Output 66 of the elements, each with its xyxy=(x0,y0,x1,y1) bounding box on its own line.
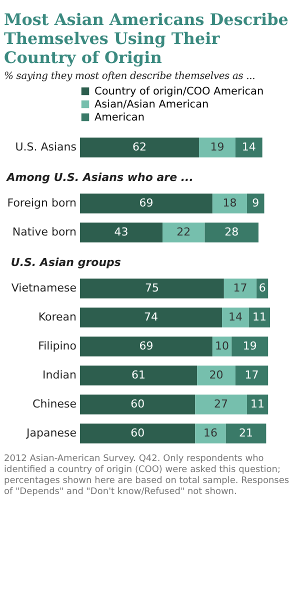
data-label: 19 xyxy=(210,140,224,154)
data-label: 69 xyxy=(139,196,154,210)
y-tick-label: Vietnamese xyxy=(11,282,77,294)
text: 2012 Asian-American Survey. Q42. Only respondents who identified a country of origin (COO) were asked this question; percentages shown here are based on total sample. Responses of "Depends" and "Don't know/Refused" not shown. xyxy=(4,454,290,498)
data-label: 62 xyxy=(132,140,146,154)
data-label: 75 xyxy=(144,282,159,294)
bar xyxy=(226,424,266,444)
data-label: 60 xyxy=(130,398,145,410)
y-tick-label: Japanese xyxy=(26,426,77,440)
bar xyxy=(80,222,163,242)
y-tick-label: Chinese xyxy=(32,398,77,410)
data-label: 61 xyxy=(132,368,146,382)
data-label: 11 xyxy=(252,310,266,324)
legend-label: Asian/Asian American xyxy=(94,98,209,110)
bar xyxy=(197,366,236,386)
data-label: 10 xyxy=(215,340,230,352)
bar xyxy=(212,194,247,214)
y-tick-label: Indian xyxy=(42,368,77,382)
data-label: 14 xyxy=(242,140,256,154)
legend-label: Country of origin/COO American xyxy=(94,85,264,98)
bar xyxy=(222,308,249,328)
bar xyxy=(80,308,222,328)
bar xyxy=(195,394,247,414)
bar xyxy=(80,394,196,414)
bar xyxy=(80,424,196,444)
bar xyxy=(248,308,270,328)
chart-title: Most Asian Americans Describe Themselves Using Their Country of Origin xyxy=(4,10,290,67)
data-label: 27 xyxy=(214,398,228,410)
bar xyxy=(246,394,268,414)
y-tick-label: Foreign born xyxy=(7,196,77,210)
data-label: 19 xyxy=(242,340,257,352)
data-label: 20 xyxy=(209,368,224,382)
chart-title: U.S. Asian groups xyxy=(10,256,122,269)
data-label: 69 xyxy=(139,340,154,352)
data-label: 11 xyxy=(250,398,265,410)
data-label: 18 xyxy=(222,196,237,210)
bar xyxy=(162,222,205,242)
bar xyxy=(246,194,264,214)
bar xyxy=(195,424,226,444)
bar xyxy=(80,194,212,214)
bar xyxy=(235,366,268,386)
data-label: 6 xyxy=(258,282,266,294)
data-label: 28 xyxy=(224,226,239,238)
data-label: 14 xyxy=(228,310,242,324)
chart-subtitle: % saying they most often describe themselves as ... xyxy=(4,71,256,82)
data-label: 17 xyxy=(233,282,248,294)
data-label: 74 xyxy=(144,310,158,324)
bar xyxy=(224,278,257,298)
bar xyxy=(80,278,224,298)
y-tick-label: Native born xyxy=(12,226,77,238)
data-label: 43 xyxy=(114,226,128,238)
data-label: 16 xyxy=(204,426,218,440)
bar xyxy=(80,366,198,386)
y-tick-label: Filipino xyxy=(38,340,77,352)
data-label: 17 xyxy=(244,368,259,382)
y-tick-label: U.S. Asians xyxy=(15,140,77,154)
data-label: 22 xyxy=(176,226,191,238)
data-label: 60 xyxy=(130,426,145,440)
bar xyxy=(80,336,212,356)
y-tick-label: Korean xyxy=(38,310,77,324)
bar xyxy=(204,222,258,242)
data-label: 9 xyxy=(252,196,260,210)
data-label: 21 xyxy=(239,426,254,440)
chart-title: Among U.S. Asians who are ... xyxy=(6,171,194,184)
legend-label: American xyxy=(94,111,144,124)
bar xyxy=(232,336,268,356)
